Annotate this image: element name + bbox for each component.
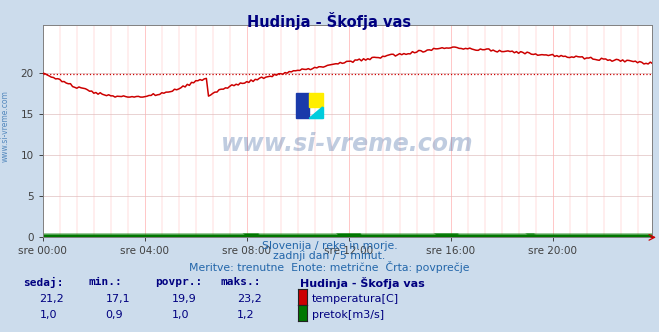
Text: sedaj:: sedaj: — [23, 277, 63, 288]
Text: Meritve: trenutne  Enote: metrične  Črta: povprečje: Meritve: trenutne Enote: metrične Črta: … — [189, 261, 470, 273]
Text: temperatura[C]: temperatura[C] — [312, 294, 399, 304]
Text: Hudinja - Škofja vas: Hudinja - Škofja vas — [247, 12, 412, 30]
Text: 1,0: 1,0 — [171, 310, 189, 320]
Text: maks.:: maks.: — [221, 277, 261, 287]
Text: 1,2: 1,2 — [237, 310, 255, 320]
FancyBboxPatch shape — [309, 93, 323, 107]
Text: 1,0: 1,0 — [40, 310, 57, 320]
Text: Slovenija / reke in morje.: Slovenija / reke in morje. — [262, 241, 397, 251]
Text: 19,9: 19,9 — [171, 294, 196, 304]
Polygon shape — [309, 107, 323, 119]
Text: povpr.:: povpr.: — [155, 277, 202, 287]
Text: 23,2: 23,2 — [237, 294, 262, 304]
FancyBboxPatch shape — [296, 93, 309, 119]
Text: 17,1: 17,1 — [105, 294, 130, 304]
Text: 0,9: 0,9 — [105, 310, 123, 320]
Text: www.si-vreme.com: www.si-vreme.com — [1, 90, 10, 162]
Text: min.:: min.: — [89, 277, 123, 287]
Text: 21,2: 21,2 — [40, 294, 65, 304]
Text: www.si-vreme.com: www.si-vreme.com — [221, 132, 474, 156]
Text: Hudinja - Škofja vas: Hudinja - Škofja vas — [300, 277, 424, 289]
Polygon shape — [309, 107, 323, 119]
Text: zadnji dan / 5 minut.: zadnji dan / 5 minut. — [273, 251, 386, 261]
Text: pretok[m3/s]: pretok[m3/s] — [312, 310, 384, 320]
